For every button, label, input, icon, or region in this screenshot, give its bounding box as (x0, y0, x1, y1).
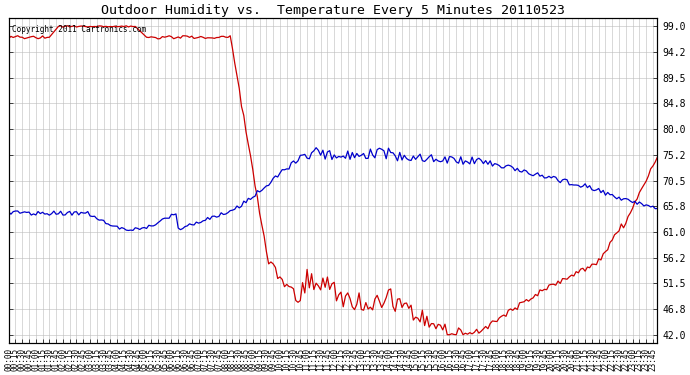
Text: Copyright 2011 Cartronics.com: Copyright 2011 Cartronics.com (12, 25, 146, 34)
Title: Outdoor Humidity vs.  Temperature Every 5 Minutes 20110523: Outdoor Humidity vs. Temperature Every 5… (101, 4, 565, 17)
